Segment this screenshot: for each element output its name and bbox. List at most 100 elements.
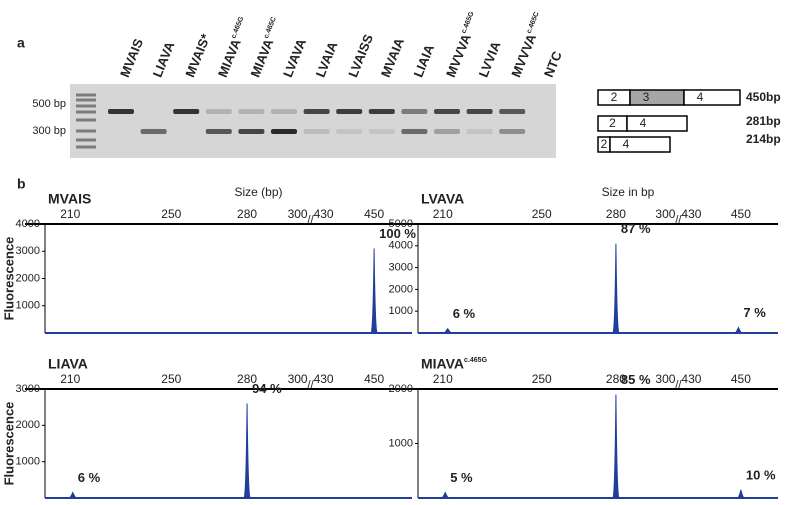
exon-box <box>629 89 685 106</box>
x-tick-label: 250 <box>161 207 181 221</box>
gel-band <box>499 109 526 114</box>
y-tick-label: 3000 <box>16 383 40 395</box>
x-tick-label: 280 <box>606 207 626 221</box>
peak <box>612 394 620 499</box>
peak <box>736 489 745 499</box>
gel-band <box>140 129 167 134</box>
lane-label: LIAVA <box>150 39 178 80</box>
x-tick-label: 250 <box>161 372 181 386</box>
gel-band <box>368 109 395 114</box>
x-tick-label: 300 <box>288 207 308 221</box>
ladder-band <box>76 93 96 97</box>
gel-band <box>401 129 428 134</box>
lane-label: MIAVAc.465G <box>215 15 253 79</box>
x-tick-label: 210 <box>60 372 80 386</box>
gel-band <box>303 109 330 114</box>
exon-label: 4 <box>640 116 647 130</box>
exon-box <box>609 136 671 153</box>
x-tick-label: 430 <box>314 207 334 221</box>
superscript: c.465G <box>464 357 488 364</box>
chart-title: LIAVA <box>48 356 88 372</box>
gel-band <box>271 129 297 134</box>
exon-label: 3 <box>643 90 650 104</box>
gel-band <box>434 109 460 114</box>
gel-band <box>466 129 493 134</box>
x-tick-label: 210 <box>433 207 453 221</box>
ladder-band <box>76 98 96 102</box>
superscript: c.465C <box>526 11 541 35</box>
x-tick-label: 300 <box>655 372 675 386</box>
x-tick-label: 450 <box>731 372 751 386</box>
ladder-band <box>76 145 96 149</box>
chart-title: MVAIS <box>48 191 91 207</box>
y-tick-label: 2000 <box>16 419 40 431</box>
exon-box <box>626 115 688 132</box>
lane-label: LVAISS <box>345 32 376 80</box>
exon-label: 4 <box>623 137 630 151</box>
lane-label: MIAVAc.465C <box>247 16 284 80</box>
superscript: c.465C <box>263 16 278 40</box>
ladder-label: 300 bp <box>32 125 66 137</box>
peak <box>243 403 252 499</box>
gel-band <box>499 129 526 134</box>
y-tick-label: 2000 <box>389 283 413 295</box>
lane-label: LIAIA <box>410 42 437 80</box>
peak <box>370 248 379 334</box>
peak <box>68 491 77 499</box>
gel-band <box>434 129 460 134</box>
gel-band <box>401 109 428 114</box>
y-tick-label: 5000 <box>389 218 413 230</box>
y-tick-label: 3000 <box>389 262 413 274</box>
lane-label: LVVIA <box>476 39 504 80</box>
x-tick-label: 430 <box>314 372 334 386</box>
size-label: 214bp <box>746 132 781 146</box>
y-axis-label: Fluorescence <box>1 402 16 486</box>
peak-annotation: 100 % <box>379 226 416 241</box>
axis-break: // <box>675 379 682 391</box>
superscript: c.465G <box>460 10 475 34</box>
gel-band <box>368 129 395 134</box>
superscript: c.465G <box>230 15 245 39</box>
gel-band <box>271 109 297 114</box>
ladder-band <box>76 110 96 114</box>
x-tick-label: 250 <box>532 372 552 386</box>
gel-band <box>336 109 363 114</box>
x-tick-label: 450 <box>731 207 751 221</box>
x-tick-label: 450 <box>364 207 384 221</box>
y-tick-label: 4000 <box>389 240 413 252</box>
y-tick-label: 1000 <box>389 437 413 449</box>
exon-label: 2 <box>611 90 618 104</box>
lane-label: NTC <box>541 48 565 79</box>
chart-title: LVAVA <box>421 191 464 207</box>
axis-break: // <box>675 214 682 226</box>
x-tick-label: 210 <box>60 207 80 221</box>
gel-band <box>205 109 232 114</box>
gel-band <box>466 109 493 114</box>
panel-label: b <box>17 176 26 192</box>
peak-annotation: 5 % <box>450 470 473 485</box>
y-tick-label: 1000 <box>16 456 40 468</box>
axis-break: // <box>308 214 315 226</box>
y-tick-label: 4000 <box>16 218 40 230</box>
ladder-band <box>76 118 96 122</box>
peak-annotation: 10 % <box>746 467 776 482</box>
axis-break: // <box>308 379 315 391</box>
x-tick-label: 280 <box>606 372 626 386</box>
peak-annotation: 85 % <box>621 372 651 387</box>
peak <box>611 243 620 334</box>
peak-annotation: 7 % <box>743 305 766 320</box>
lane-label: MVAIA <box>378 35 407 79</box>
peak-annotation: 6 % <box>453 306 476 321</box>
gel-band <box>173 109 200 114</box>
panel-label: a <box>17 35 25 51</box>
lane-label: MVAIS* <box>182 31 213 79</box>
gel <box>70 84 556 158</box>
chart-title: MIAVAc.465G <box>421 356 488 372</box>
lane-label: MVAIS <box>117 36 146 79</box>
gel-band <box>205 129 232 134</box>
x-tick-label: 300 <box>288 372 308 386</box>
x-axis-label: Size (bp) <box>234 185 282 199</box>
gel-band <box>336 129 363 134</box>
y-tick-label: 3000 <box>16 245 40 257</box>
ladder-band <box>76 138 96 142</box>
